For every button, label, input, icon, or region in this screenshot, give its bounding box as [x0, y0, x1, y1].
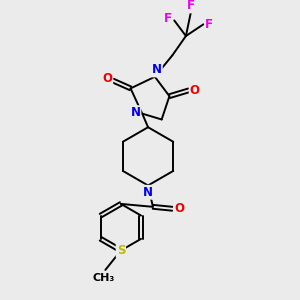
Text: N: N	[152, 64, 162, 76]
Text: S: S	[117, 244, 125, 257]
Text: O: O	[102, 72, 112, 85]
Text: N: N	[130, 106, 140, 119]
Text: N: N	[143, 186, 153, 199]
Text: F: F	[164, 12, 172, 25]
Text: O: O	[190, 84, 200, 97]
Text: F: F	[187, 0, 195, 12]
Text: F: F	[205, 18, 213, 31]
Text: CH₃: CH₃	[92, 273, 115, 283]
Text: O: O	[174, 202, 184, 215]
